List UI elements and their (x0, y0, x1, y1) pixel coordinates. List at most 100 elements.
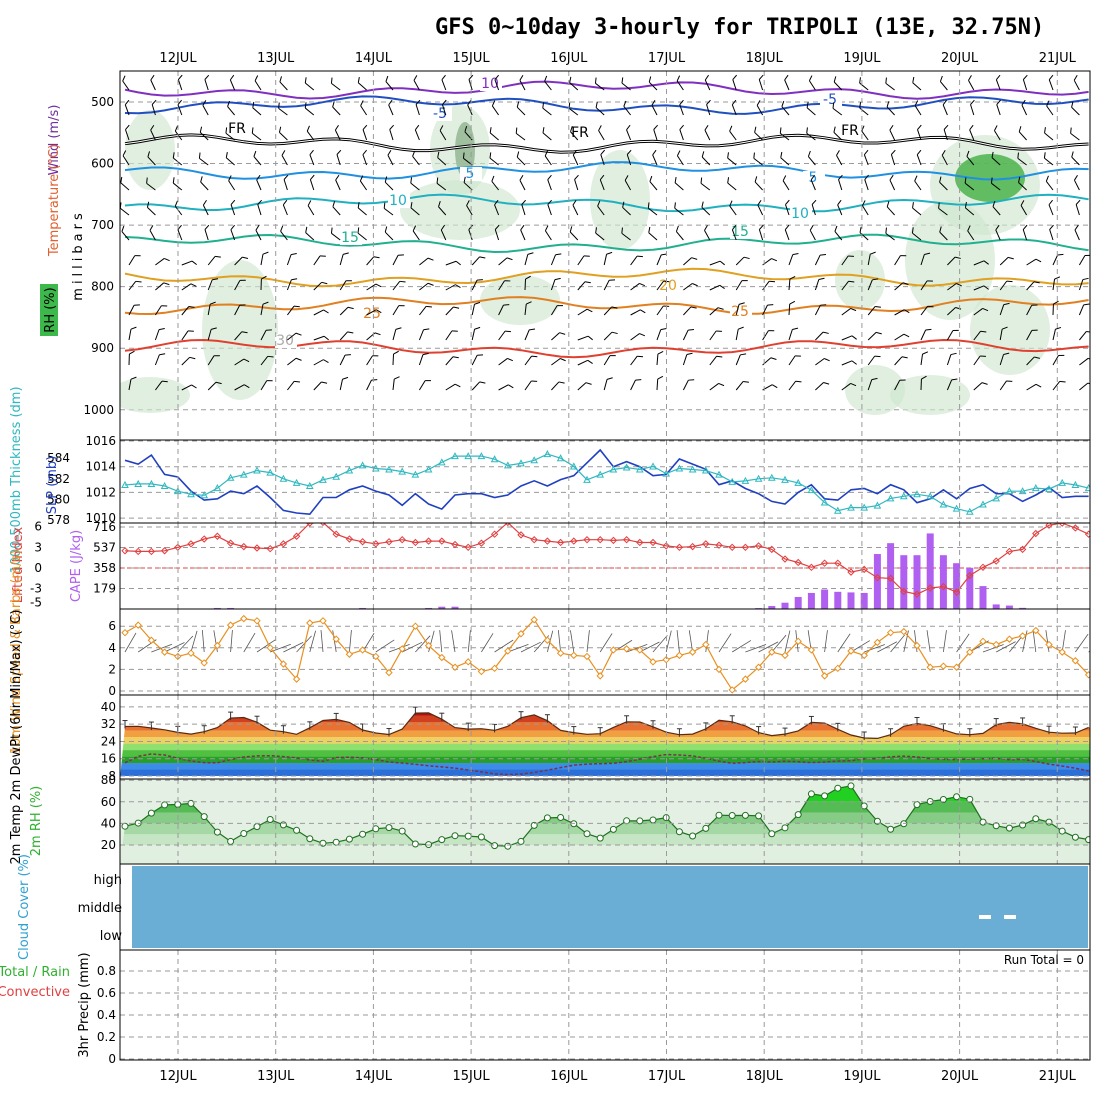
cloud-cover-fill (132, 866, 1088, 948)
surface-wind-barb (557, 630, 561, 653)
wind-barb-flag (1006, 280, 1013, 283)
thickness-point (609, 465, 618, 473)
wind-barb (815, 331, 829, 341)
surface-wind-barb (784, 630, 791, 653)
wind-barb-staff (307, 205, 315, 216)
wind-barb-staff (542, 132, 552, 141)
wind-barb (837, 199, 843, 216)
wind-barb-flag (323, 359, 329, 363)
wind-barb-flag (415, 99, 421, 105)
wind-barb (999, 352, 1010, 366)
thickness-point (345, 466, 354, 474)
contour-label: FR (841, 123, 859, 139)
wind-barb-staff (1026, 330, 1033, 341)
wind-barb (491, 100, 500, 116)
wind-barb-flag (781, 100, 785, 107)
wind-barb-flag (413, 75, 418, 81)
wind-barb-flag (676, 150, 681, 156)
wind-barb-staff (973, 330, 981, 341)
li-point (807, 563, 816, 572)
wind-barb (1048, 74, 1054, 91)
wind-barb-flag (172, 152, 175, 159)
cape-bar (979, 586, 987, 609)
wind-barb-flag (279, 76, 282, 83)
wind-barb-flag (346, 280, 352, 282)
wind-barb-staff (128, 281, 137, 291)
wind-barb-staff (894, 333, 905, 341)
wind-barb (996, 99, 1001, 116)
surface-barb-staff (599, 633, 613, 653)
surface-wind-barb (758, 641, 779, 653)
cape-bar (213, 607, 221, 609)
wind-barb-flag (727, 152, 729, 159)
wind-barb-staff (128, 255, 136, 266)
wind-barb-flag (347, 331, 354, 334)
wind-barb (967, 225, 975, 241)
surface-barb-staff (349, 630, 352, 653)
li-point (134, 547, 142, 556)
surface-wind-barb (599, 633, 613, 653)
li-point (464, 543, 472, 552)
wind-barb-staff (652, 154, 658, 166)
li-point (292, 532, 301, 540)
wind-barb-staff (1071, 156, 1080, 166)
wind-barb-staff (994, 130, 1001, 141)
li-point (490, 530, 499, 538)
wind-barb-flag (125, 124, 130, 130)
wind-barb-flag (753, 152, 755, 159)
wind-barb-flag (639, 333, 646, 337)
wind-barb-flag (290, 252, 297, 256)
wind-barb-flag (330, 77, 333, 84)
wind-barb (946, 329, 959, 341)
wind-speed-point (319, 617, 327, 625)
wind-speed-point (451, 663, 459, 671)
temp-band (120, 769, 1090, 776)
wind-barb-staff (973, 355, 981, 366)
wind-barb-flag (134, 304, 140, 306)
wind-barb-flag (651, 100, 656, 106)
wind-barb-staff (894, 309, 905, 316)
wind-barb (973, 285, 989, 291)
wind-barb-flag (792, 253, 799, 256)
wind-barb (806, 127, 816, 141)
rh-point (398, 827, 406, 835)
wind-barb-staff (1026, 281, 1035, 291)
wind-barb-staff (946, 354, 952, 366)
wind-barb (121, 225, 130, 241)
surface-wind-barb (771, 634, 787, 653)
wind-barb-staff (335, 179, 341, 191)
wind-barb (313, 359, 329, 366)
wind-barb-staff (154, 305, 162, 316)
cape-bar (451, 606, 459, 609)
surface-wind-barb (1061, 630, 1066, 653)
thickness-ytick: 580 (47, 492, 70, 506)
wind-barb (676, 150, 684, 166)
wind-barb-flag (439, 125, 444, 131)
wind-barb (704, 74, 711, 91)
wind-barb-staff (120, 207, 130, 216)
wind-barb-flag (357, 227, 360, 234)
wind-barb-flag (621, 227, 623, 234)
wind-barb (912, 76, 922, 91)
wind-barb-staff (647, 207, 658, 216)
wind-barb-flag (594, 77, 597, 84)
wind-barb-staff (520, 229, 526, 241)
wind-barb (260, 251, 269, 266)
surface-barb-staff (586, 630, 590, 653)
wind-barb-flag (1075, 199, 1081, 205)
rh-point (979, 818, 987, 826)
wind-barb-flag (347, 306, 354, 310)
wind-speed-point (939, 662, 948, 670)
contour-label: 20 (659, 278, 677, 294)
wind-speed-point (1045, 640, 1053, 649)
wind-barb-staff (859, 82, 869, 91)
wind-barb-staff (366, 256, 375, 266)
wind-barb (1073, 174, 1080, 191)
upper-ytick: 800 (91, 280, 114, 294)
surface-wind-barb (837, 633, 851, 653)
wind-barb-flag (704, 225, 708, 231)
wind-barb (124, 99, 130, 116)
wind-barb-flag (676, 75, 681, 82)
wind-barb-flag (129, 350, 135, 355)
